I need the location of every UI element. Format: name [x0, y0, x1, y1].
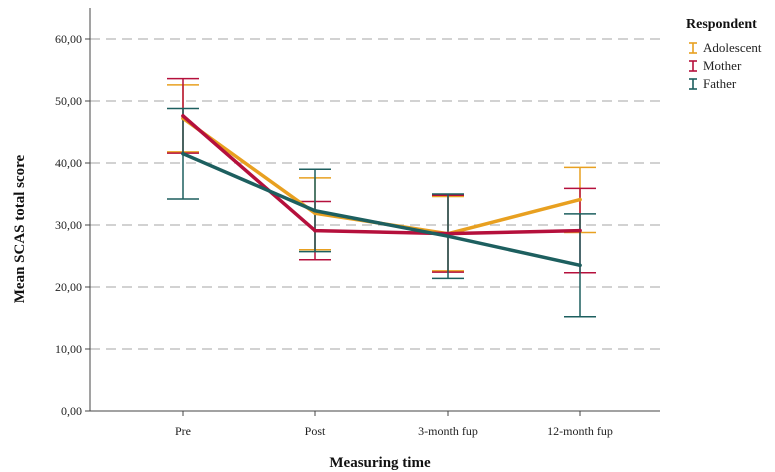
- y-tick-label: 30,00: [55, 218, 82, 232]
- y-tick-label: 10,00: [55, 342, 82, 356]
- series-layer: [167, 77, 596, 318]
- data-point: [313, 228, 317, 233]
- legend-label: Father: [703, 76, 737, 91]
- x-axis-title: Measuring time: [329, 455, 431, 471]
- x-axis: Pre Post 3-month fup 12-month fup: [90, 410, 660, 438]
- x-tick-label: Pre: [175, 424, 191, 438]
- data-point: [313, 208, 317, 213]
- series-line-mother: [181, 114, 582, 236]
- legend-label: Mother: [703, 58, 742, 73]
- y-axis: 0,00 10,00 20,00 30,00 40,00 50,00 60,00: [55, 8, 91, 418]
- x-tick-label: Post: [305, 424, 326, 438]
- data-point: [578, 197, 582, 202]
- legend: Respondent Adolescent Mother Father: [686, 17, 762, 91]
- y-tick-label: 60,00: [55, 32, 82, 46]
- y-axis-title: Mean SCAS total score: [12, 154, 28, 303]
- data-point: [578, 263, 582, 268]
- legend-label: Adolescent: [703, 40, 762, 55]
- legend-title: Respondent: [686, 17, 757, 32]
- legend-item-father: Father: [689, 76, 737, 91]
- x-tick-label: 12-month fup: [547, 424, 613, 438]
- legend-item-adolescent: Adolescent: [689, 40, 762, 55]
- data-point: [181, 151, 185, 156]
- data-point: [446, 234, 450, 238]
- y-tick-label: 20,00: [55, 280, 82, 294]
- legend-item-mother: Mother: [689, 58, 742, 73]
- y-tick-label: 0,00: [61, 404, 82, 418]
- data-point: [181, 114, 185, 118]
- series-line-father: [181, 151, 582, 268]
- data-point: [578, 228, 582, 233]
- y-tick-label: 50,00: [55, 94, 82, 108]
- y-tick-label: 40,00: [55, 156, 82, 170]
- x-tick-label: 3-month fup: [418, 424, 478, 438]
- series-line-adolescent: [181, 116, 582, 236]
- series-adolescent: [167, 84, 596, 272]
